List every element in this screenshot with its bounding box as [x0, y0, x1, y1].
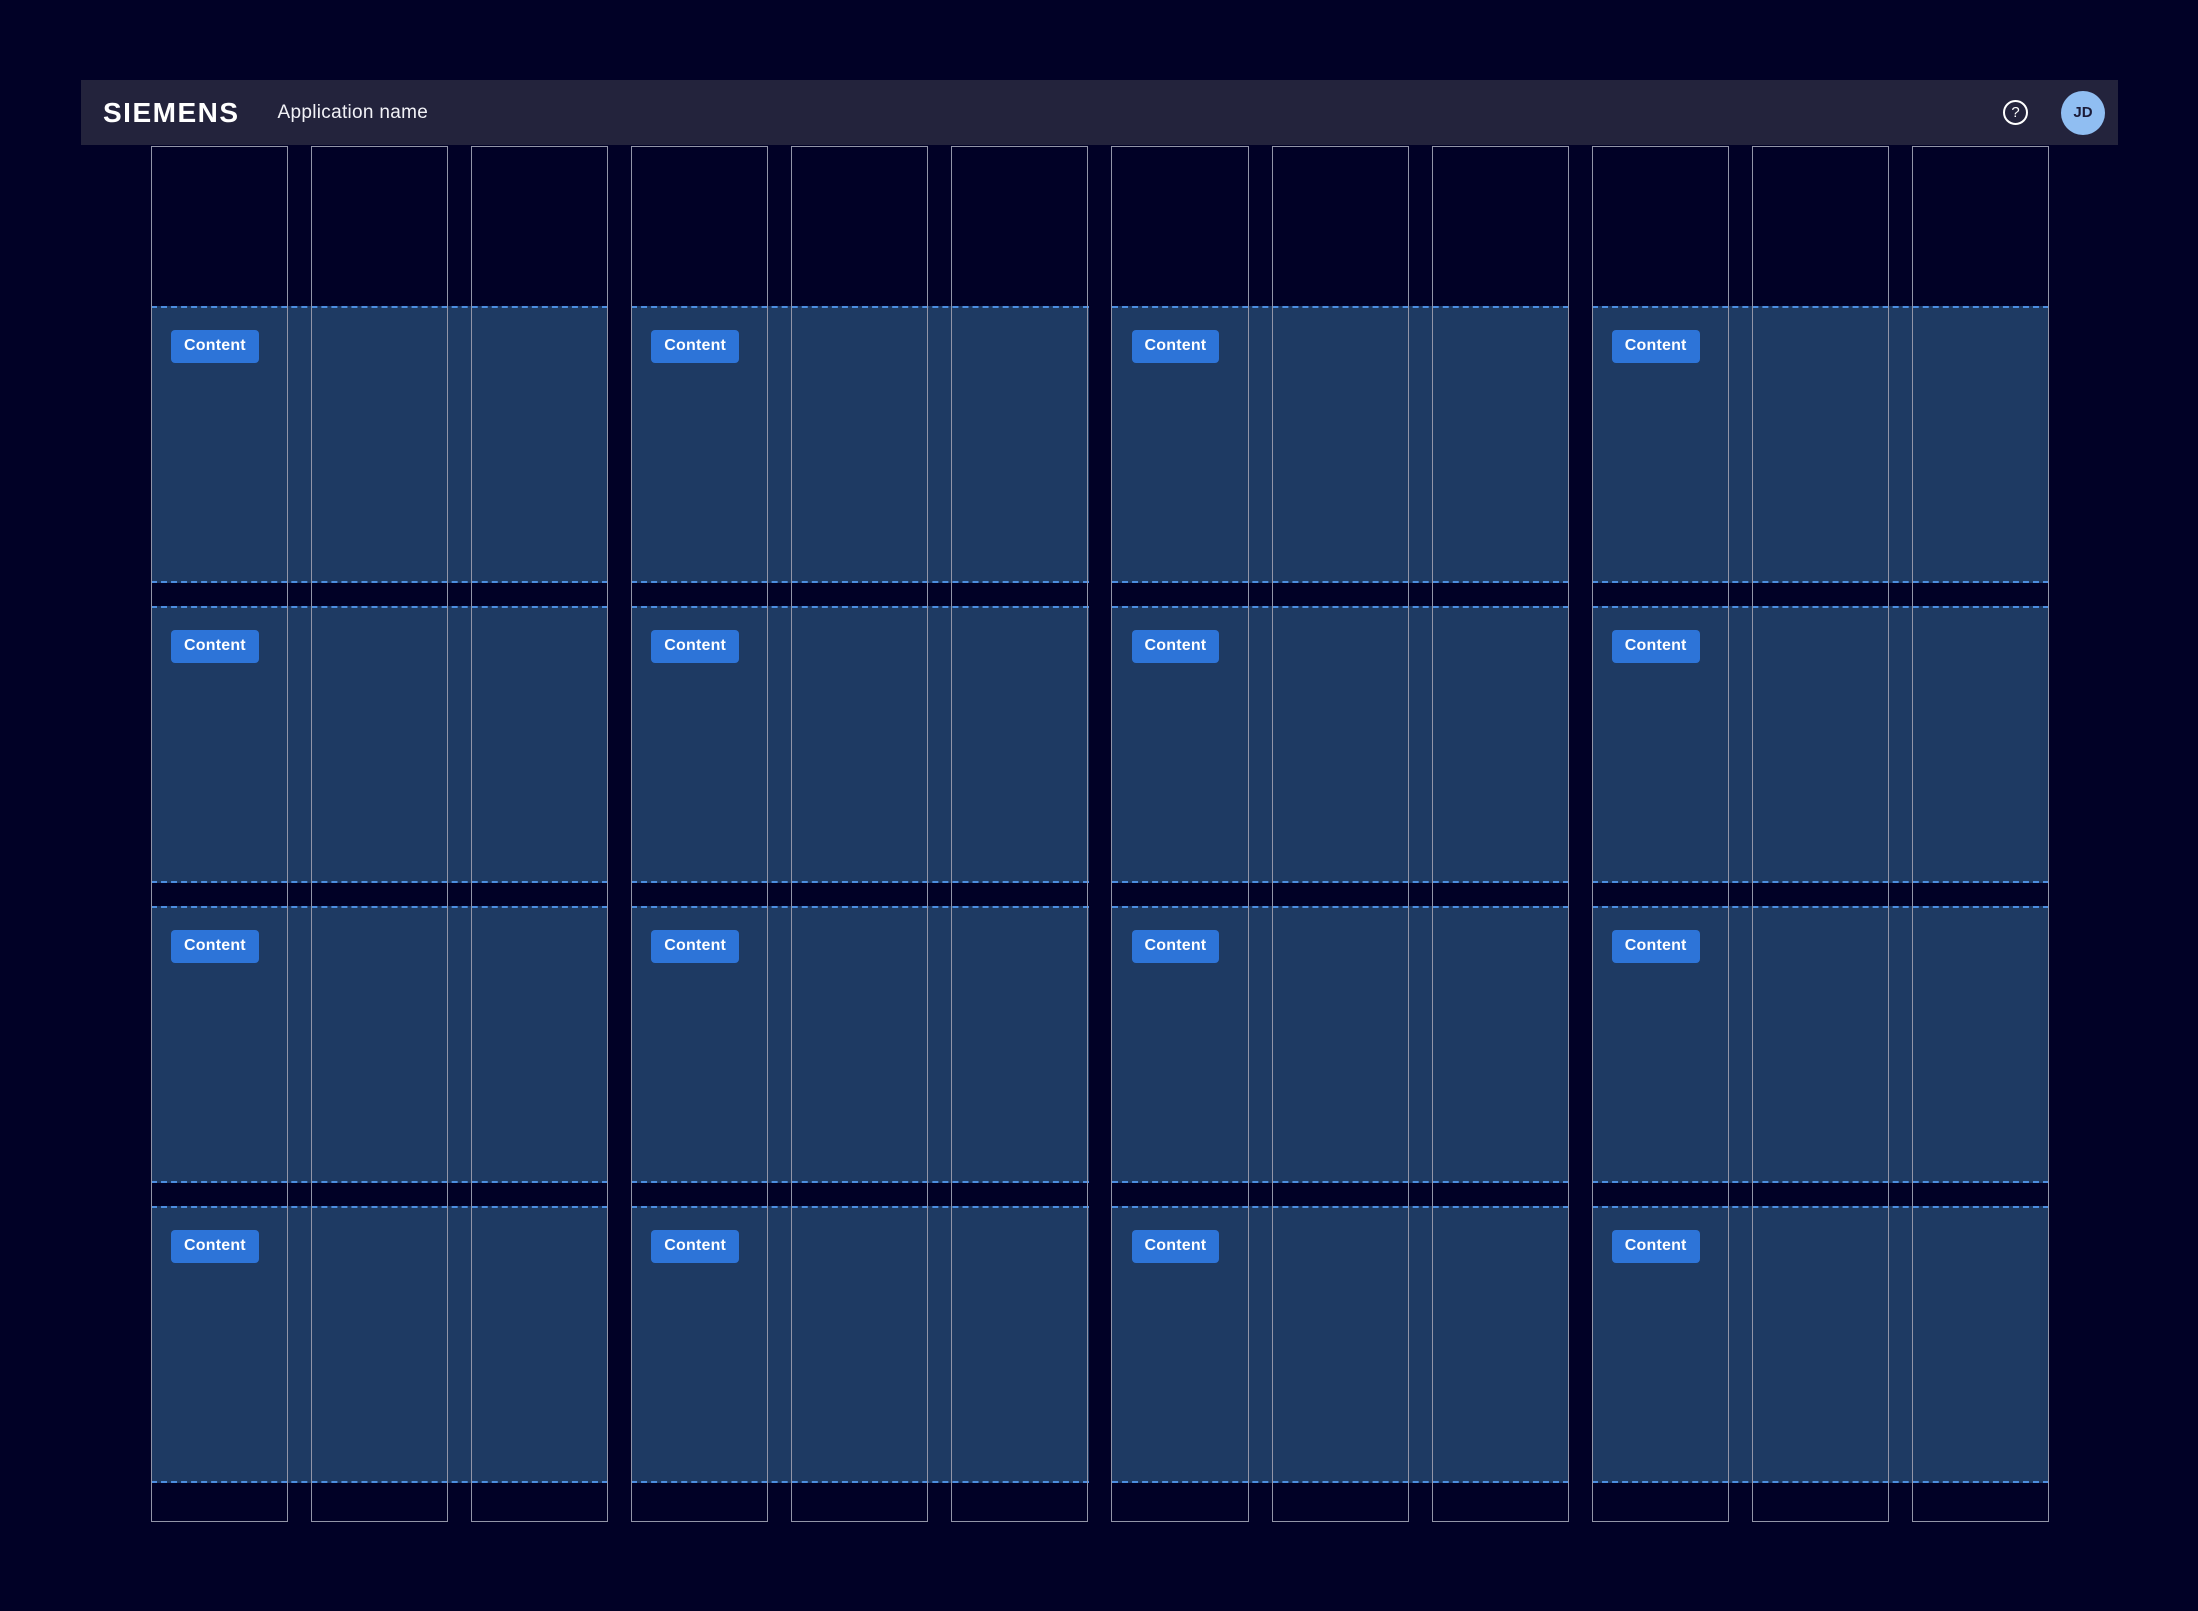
content-badge: Content — [651, 630, 740, 663]
content-badge: Content — [1131, 930, 1220, 963]
app-title: Application name — [277, 101, 429, 123]
help-icon-glyph: ? — [2011, 104, 2020, 121]
content-placeholder: Content — [1591, 906, 2049, 1183]
content-placeholder: Content — [631, 1206, 1089, 1483]
content-placeholder: Content — [151, 1206, 609, 1483]
content-badge: Content — [1131, 630, 1220, 663]
content-placeholder: Content — [151, 606, 609, 883]
content-badge: Content — [651, 330, 740, 363]
content-placeholder: Content — [151, 906, 609, 1183]
content-badge: Content — [1611, 330, 1700, 363]
help-icon[interactable]: ? — [2003, 100, 2028, 125]
content-placeholder: Content — [1591, 306, 2049, 583]
content-badge: Content — [1611, 630, 1700, 663]
app-header: SIEMENS Application name ? JD — [81, 80, 2118, 145]
content-placeholder: Content — [631, 906, 1089, 1183]
content-badge: Content — [171, 930, 259, 963]
content-blocks-layer: Content Content Content Content Content Conte… — [151, 146, 2049, 1522]
content-badge: Content — [1611, 930, 1700, 963]
content-placeholder: Content — [1111, 306, 1569, 583]
avatar[interactable]: JD — [2061, 90, 2105, 135]
content-badge: Content — [1131, 1230, 1220, 1263]
content-placeholder: Content — [1111, 1206, 1569, 1483]
content-placeholder: Content — [1111, 906, 1569, 1183]
content-badge: Content — [1611, 1230, 1700, 1263]
content-placeholder: Content — [631, 306, 1089, 583]
content-badge: Content — [171, 330, 259, 363]
content-placeholder: Content — [1591, 606, 2049, 883]
content-badge: Content — [651, 930, 740, 963]
content-placeholder: Content — [151, 306, 609, 583]
content-placeholder: Content — [1111, 606, 1569, 883]
content-placeholder: Content — [1591, 1206, 2049, 1483]
content-badge: Content — [171, 630, 259, 663]
layout-grid: Content Content Content Content Content Conte… — [151, 146, 2049, 1522]
content-placeholder: Content — [631, 606, 1089, 883]
content-badge: Content — [1131, 330, 1220, 363]
content-badge: Content — [651, 1230, 740, 1263]
content-badge: Content — [171, 1230, 259, 1263]
siemens-logo: SIEMENS — [103, 96, 240, 128]
